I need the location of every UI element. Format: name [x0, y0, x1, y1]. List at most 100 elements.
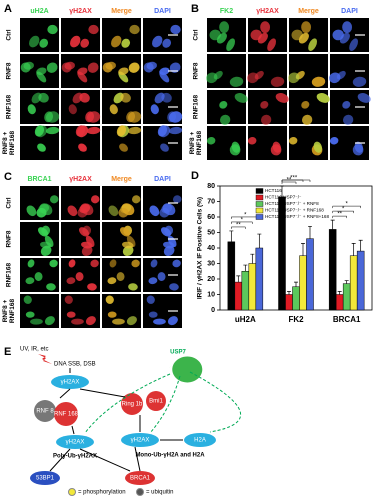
cell	[163, 245, 175, 256]
cell	[129, 24, 140, 35]
node-label: USP7	[170, 350, 186, 356]
bar	[342, 283, 351, 311]
cell	[260, 114, 272, 125]
cell	[357, 93, 371, 103]
error-bar	[287, 291, 291, 295]
cell	[313, 141, 323, 153]
bar	[241, 271, 250, 311]
sig-bracket	[231, 221, 253, 224]
column-header: γH2AX	[69, 8, 92, 15]
cell	[162, 38, 172, 48]
cell	[75, 125, 86, 137]
cell	[105, 295, 114, 304]
cell	[150, 104, 159, 115]
cell	[219, 114, 231, 125]
cell	[352, 76, 367, 87]
panel-label: C	[4, 171, 12, 183]
cell	[23, 295, 32, 304]
x-tick-label: uH2A	[235, 315, 256, 324]
node	[184, 433, 216, 447]
cell	[301, 21, 312, 34]
cell	[146, 295, 155, 304]
column-header: Merge	[111, 176, 132, 183]
cell	[143, 62, 154, 73]
cell	[272, 141, 282, 153]
cell	[44, 316, 55, 326]
legend-icon	[136, 488, 144, 496]
row-label: RNF8 +	[189, 132, 196, 155]
cell	[260, 21, 271, 34]
cell	[90, 259, 99, 268]
cell	[209, 29, 221, 41]
panel-label: A	[4, 3, 12, 15]
cell	[70, 35, 81, 48]
error-bar	[344, 280, 349, 284]
sig-bracket	[231, 226, 246, 229]
error-bar	[294, 281, 298, 287]
legend-swatch	[255, 201, 264, 207]
error-bar	[351, 243, 356, 256]
cell	[77, 207, 88, 218]
bar	[349, 255, 358, 311]
cell	[161, 92, 172, 103]
legend-icon	[68, 488, 76, 496]
panel-label: E	[4, 346, 11, 358]
cell	[116, 272, 125, 281]
legend-label: HCT116-USP7⁻/⁻ + RNF8+168	[265, 214, 329, 219]
y-tick-label: 0	[211, 307, 215, 314]
cell	[332, 29, 344, 41]
cell	[20, 62, 31, 73]
row-label: RNF168	[6, 95, 13, 120]
panel-label: B	[191, 3, 199, 15]
cell	[226, 38, 235, 51]
cell	[116, 125, 127, 137]
y-axis-label: IRIF / γH2AX IF Positive Cells (%)	[197, 197, 204, 299]
cell	[288, 72, 300, 84]
sig-label: **	[287, 178, 292, 184]
cell	[267, 38, 276, 51]
image	[61, 18, 100, 52]
cell	[126, 316, 137, 326]
image	[20, 18, 59, 52]
cell	[150, 259, 158, 268]
cell	[275, 93, 289, 103]
cell	[316, 93, 330, 103]
node-label: BRCA1	[130, 476, 151, 482]
cell	[148, 311, 158, 318]
legend-label: HCT116-USP7⁻/⁻ + RNF168	[265, 208, 324, 213]
node	[34, 400, 56, 422]
cell	[118, 207, 129, 218]
row-label: RNF168	[9, 299, 16, 324]
cell	[170, 24, 181, 35]
cell	[119, 143, 128, 152]
cell	[78, 227, 90, 237]
legend-label: HCT116-USP7⁻/⁻	[265, 195, 302, 200]
cell	[112, 318, 125, 325]
cell	[168, 126, 183, 135]
cell	[288, 137, 298, 145]
y-tick-label: 30	[207, 260, 215, 267]
cell	[173, 195, 182, 204]
node-label: 53BP1	[36, 476, 55, 482]
cell	[109, 259, 117, 268]
bar	[356, 250, 365, 311]
cell	[107, 277, 117, 285]
cell	[342, 114, 354, 125]
cell	[153, 318, 166, 325]
cell	[25, 277, 35, 285]
error-bar	[250, 253, 255, 264]
cell	[160, 143, 169, 152]
node	[125, 471, 155, 485]
column-header: DAPI	[154, 8, 171, 15]
panel-label: D	[191, 170, 199, 182]
bar	[306, 238, 314, 311]
cell	[120, 92, 131, 103]
cell	[25, 311, 35, 318]
usp7-shape	[169, 356, 203, 383]
cell	[118, 67, 129, 75]
dashed-arrow	[84, 373, 171, 434]
cell	[67, 205, 78, 217]
node-label: γH2AX	[66, 440, 85, 446]
cell	[39, 38, 49, 48]
cell	[64, 295, 73, 304]
